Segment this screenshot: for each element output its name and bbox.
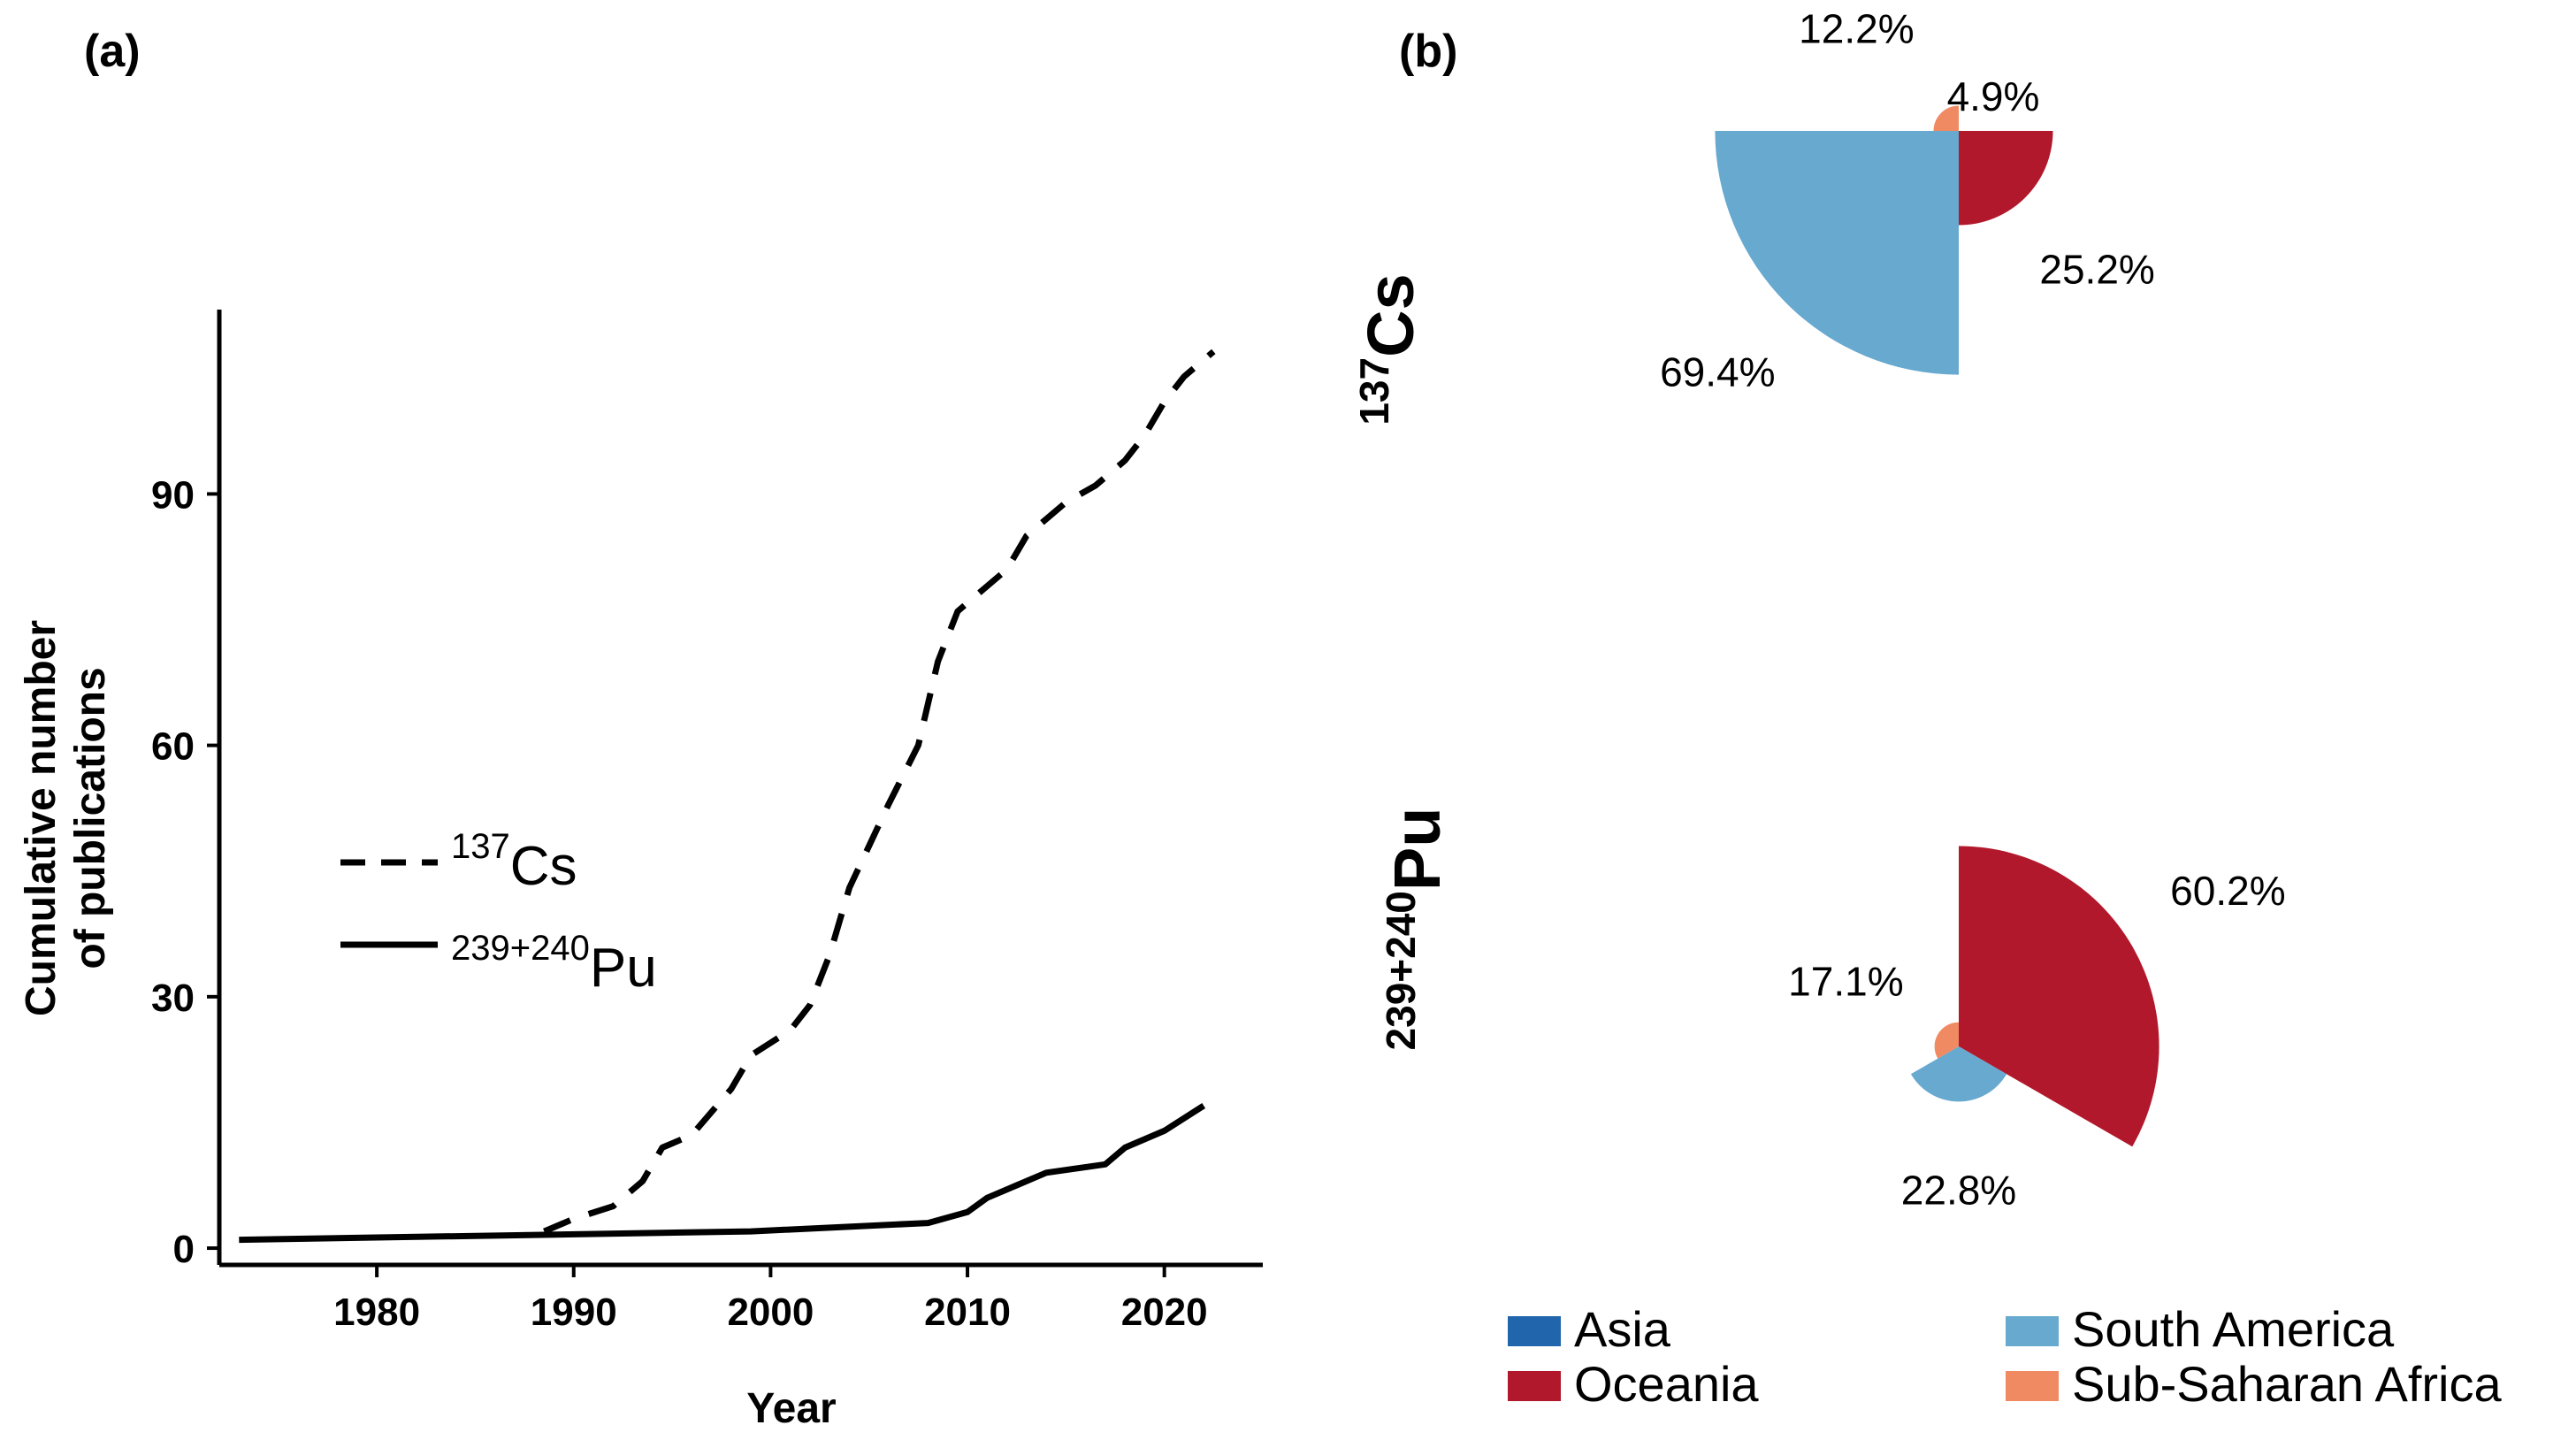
series-legend: 137Cs 239+240Pu: [340, 827, 657, 999]
y-ticks: 0 30 60 90: [151, 473, 219, 1271]
legend-label-oceania: Oceania: [1574, 1356, 1759, 1412]
y-tick-label: 30: [151, 977, 195, 1020]
x-tick-label: 1980: [333, 1291, 420, 1334]
pie-chart-cs: 4.9% 25.2% 69.4% 12.2%: [1660, 5, 2155, 395]
x-tick-label: 1990: [531, 1291, 617, 1334]
line-chart: 1980 1990 2000 2010 2020 0 30 60 90 Year Cumula…: [18, 310, 1263, 1432]
line-series: [239, 349, 1216, 1244]
legend-label-cs: 137Cs: [451, 827, 577, 897]
pie-chart-pu: 60.2% 22.8% 17.1%: [1788, 846, 2286, 1214]
legend-label-asia: Asia: [1574, 1301, 1671, 1357]
legend-label-pu: 239+240Pu: [451, 929, 657, 999]
region-legend: Asia Oceania South America Sub-Saharan A…: [1508, 1301, 2502, 1412]
x-ticks: 1980 1990 2000 2010 2020: [333, 1265, 1208, 1334]
legend-label-sub-saharan-africa: Sub-Saharan Africa: [2072, 1356, 2502, 1412]
pie-title-cs: 137Cs: [1351, 273, 1427, 425]
pie-slice-label: 69.4%: [1660, 349, 1775, 395]
y-tick-label: 60: [151, 725, 195, 769]
pie-slice-oceania: [1959, 846, 2159, 1147]
legend-swatch-asia: [1508, 1316, 1561, 1346]
pie-slice-sub-saharan-africa: [1934, 1022, 1959, 1059]
panel-label-a: (a): [84, 26, 141, 77]
pie-slice-label: 17.1%: [1788, 958, 1903, 1004]
x-axis-title: Year: [746, 1385, 836, 1432]
pie-slice-sub-saharan-africa: [1933, 105, 1959, 131]
pie-slice-oceania: [1959, 131, 2053, 226]
series-line-cs: [543, 349, 1216, 1235]
legend-swatch-sub-saharan-africa: [2006, 1371, 2059, 1401]
pie-slice-label: 60.2%: [2170, 868, 2285, 914]
legend-swatch-oceania: [1508, 1371, 1561, 1401]
legend-label-south-america: South America: [2072, 1301, 2395, 1357]
y-tick-label: 0: [173, 1228, 195, 1271]
series-line-pu: [239, 1103, 1206, 1244]
pie-slice-south-america: [1910, 1046, 2007, 1102]
pie-slice-label: 22.8%: [1901, 1168, 2016, 1214]
y-axis-title-line-1: Cumulative number: [18, 620, 65, 1016]
pie-title-pu: 239+240Pu: [1378, 808, 1454, 1051]
x-tick-label: 2010: [924, 1291, 1011, 1334]
pie-slice-label: 12.2%: [1799, 5, 1914, 51]
panel-label-b: (b): [1399, 26, 1457, 77]
legend-swatch-south-america: [2006, 1316, 2059, 1346]
pie-slice-label: 4.9%: [1947, 73, 2040, 119]
x-tick-label: 2000: [727, 1291, 814, 1334]
y-tick-label: 90: [151, 473, 195, 517]
x-tick-label: 2020: [1121, 1291, 1208, 1334]
pie-slice-south-america: [1715, 131, 1959, 375]
pie-slice-label: 25.2%: [2039, 247, 2154, 293]
y-axis-title-line-2: of publications: [67, 667, 114, 969]
